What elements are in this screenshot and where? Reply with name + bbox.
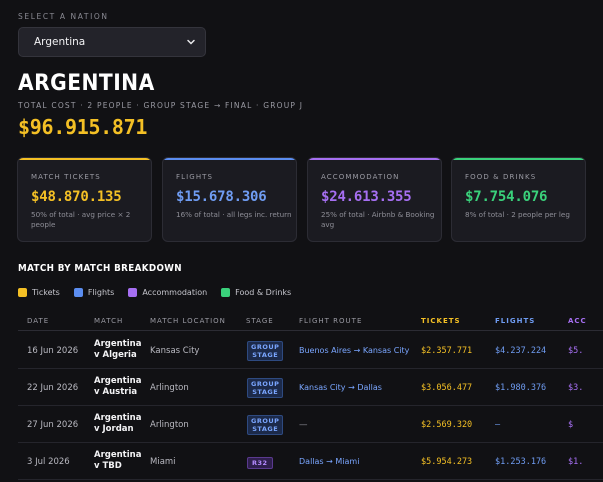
legend-swatch <box>128 288 138 297</box>
card-accent-bar <box>452 158 585 160</box>
card-note: 50% of total · avg price × 2 people <box>31 210 131 229</box>
card-food-drinks: FOOD & DRINKS $7.754.076 8% of total · 2… <box>451 157 586 242</box>
stage-badge: GROUP STAGE <box>247 378 284 398</box>
col-acc: ACC <box>568 317 587 325</box>
row-location: Arlington <box>150 383 189 393</box>
legend-label: Accommodation <box>142 288 208 297</box>
stage-badge: GROUP STAGE <box>247 415 284 435</box>
row-match: Argentina v TBD <box>94 450 142 471</box>
col-match: MATCH <box>94 317 124 325</box>
legend-item-food: Food & Drinks <box>221 288 291 297</box>
card-accent-bar <box>163 158 296 160</box>
card-accent-bar <box>308 158 441 160</box>
card-label: FLIGHTS <box>176 173 214 181</box>
table-header: DATE MATCH MATCH LOCATION STAGE FLIGHT R… <box>18 311 603 331</box>
row-route: — <box>299 420 308 430</box>
breakdown-title: MATCH BY MATCH BREAKDOWN <box>18 263 182 274</box>
stage-badge: GROUP STAGE <box>247 341 284 361</box>
legend-item-accommodation: Accommodation <box>128 288 207 297</box>
legend-item-flights: Flights <box>73 288 115 297</box>
row-date: 3 Jul 2026 <box>27 457 70 467</box>
row-route: Kansas City → Dallas <box>299 383 382 392</box>
col-flights: FLIGHTS <box>495 317 536 325</box>
country-title: ARGENTINA <box>18 71 155 96</box>
row-tickets: $5.954.273 <box>421 457 473 467</box>
row-date: 16 Jun 2026 <box>27 346 79 356</box>
legend-swatch <box>221 288 231 297</box>
col-tickets: TICKETS <box>421 317 461 325</box>
table-row[interactable]: 3 Jul 2026 Argentina v TBD Miami R32 Dall… <box>18 443 603 480</box>
row-tickets: $2.357.771 <box>421 346 473 356</box>
card-value: $24.613.355 <box>321 189 412 205</box>
row-acc: $5. <box>568 346 584 356</box>
nation-select-value: Argentina <box>34 36 86 48</box>
card-value: $15.678.306 <box>176 189 267 205</box>
card-note: 25% of total · Airbnb & Booking avg <box>321 210 435 229</box>
row-acc: $ <box>568 420 574 430</box>
row-location: Kansas City <box>150 346 200 356</box>
row-match: Argentina v Jordan <box>94 413 142 434</box>
chevron-down-icon <box>187 39 195 45</box>
nation-select[interactable]: Argentina <box>18 27 206 57</box>
row-tickets: $2.569.320 <box>421 420 473 430</box>
card-note: 16% of total · all legs inc. return <box>176 210 292 219</box>
col-route: FLIGHT ROUTE <box>299 317 363 325</box>
card-label: FOOD & DRINKS <box>465 173 537 181</box>
col-stage: STAGE <box>246 317 274 325</box>
row-match: Argentina v Austria <box>94 376 142 397</box>
legend-item-tickets: Tickets <box>18 288 60 297</box>
row-acc: $3. <box>568 383 584 393</box>
legend-swatch <box>73 288 83 297</box>
row-location: Arlington <box>150 420 189 430</box>
card-label: MATCH TICKETS <box>31 173 101 181</box>
row-route: Dallas → Miami <box>299 457 360 466</box>
legend-label: Food & Drinks <box>235 288 292 297</box>
card-flights: FLIGHTS $15.678.306 16% of total · all l… <box>162 157 297 242</box>
row-flights: — <box>495 420 501 430</box>
card-value: $7.754.076 <box>465 189 548 205</box>
table-row[interactable]: 16 Jun 2026 Argentina v Algeria Kansas Ci… <box>18 332 603 369</box>
table-row[interactable]: 22 Jun 2026 Argentina v Austria Arlington… <box>18 369 603 406</box>
row-date: 22 Jun 2026 <box>27 383 79 393</box>
legend: Tickets Flights Accommodation Food & Dri… <box>18 288 291 297</box>
card-value: $48.870.135 <box>31 189 122 205</box>
table-row[interactable]: 27 Jun 2026 Argentina v Jordan Arlington … <box>18 406 603 443</box>
cost-subtitle: TOTAL COST · 2 PEOPLE · GROUP STAGE → FI… <box>18 101 304 110</box>
row-acc: $1. <box>568 457 584 467</box>
row-tickets: $3.056.477 <box>421 383 473 393</box>
nation-select-label: SELECT A NATION <box>18 12 109 21</box>
legend-swatch <box>18 288 27 297</box>
card-label: ACCOMMODATION <box>321 173 400 181</box>
legend-label: Flights <box>87 288 115 297</box>
card-match-tickets: MATCH TICKETS $48.870.135 50% of total ·… <box>17 157 152 242</box>
card-note: 8% of total · 2 people per leg <box>465 210 570 219</box>
row-flights: $1.253.176 <box>495 457 547 467</box>
col-location: MATCH LOCATION <box>150 317 226 325</box>
row-location: Miami <box>150 457 176 467</box>
total-cost: $96.915.871 <box>18 115 148 139</box>
card-accent-bar <box>18 158 151 160</box>
col-date: DATE <box>27 317 50 325</box>
row-flights: $4.237.224 <box>495 346 547 356</box>
card-accommodation: ACCOMMODATION $24.613.355 25% of total ·… <box>307 157 442 242</box>
row-match: Argentina v Algeria <box>94 339 142 360</box>
row-flights: $1.980.376 <box>495 383 547 393</box>
row-date: 27 Jun 2026 <box>27 420 79 430</box>
legend-label: Tickets <box>32 288 60 297</box>
stage-badge: R32 <box>247 457 273 469</box>
row-route: Buenos Aires → Kansas City <box>299 346 410 355</box>
